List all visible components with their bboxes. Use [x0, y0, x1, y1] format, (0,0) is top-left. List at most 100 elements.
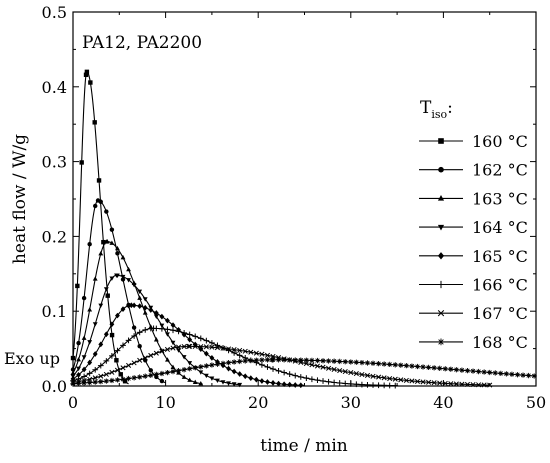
- data-point: [437, 380, 443, 386]
- data-point: [337, 358, 343, 365]
- data-point: [453, 367, 460, 373]
- data-point: [487, 369, 493, 376]
- data-point: [387, 375, 393, 382]
- data-point: [164, 346, 171, 353]
- data-point: [131, 283, 137, 288]
- legend-label: 164 °C: [472, 218, 528, 237]
- x-tick-label: 10: [155, 393, 175, 412]
- y-tick-label: 0.4: [42, 78, 67, 97]
- data-point: [103, 358, 110, 364]
- data-point: [314, 363, 321, 369]
- data-point: [96, 178, 102, 183]
- data-point-peak: [95, 198, 101, 203]
- data-point-peak: [269, 357, 275, 363]
- data-point: [203, 344, 209, 350]
- data-point: [392, 376, 398, 382]
- data-point: [531, 373, 537, 379]
- data-point: [220, 360, 226, 367]
- data-point: [297, 374, 304, 380]
- data-point: [109, 352, 115, 359]
- data-point: [81, 366, 87, 373]
- legend-item: 165 °C: [419, 247, 528, 266]
- data-point: [286, 371, 293, 378]
- data-point: [187, 366, 193, 372]
- data-point: [142, 304, 148, 311]
- data-point: [165, 317, 170, 324]
- data-point: [153, 310, 159, 316]
- data-point: [148, 368, 153, 373]
- data-point: [209, 355, 215, 361]
- y-axis-label: heat flow / W/g: [10, 134, 30, 264]
- data-point: [92, 276, 98, 281]
- data-point: [409, 378, 415, 384]
- data-point: [314, 377, 321, 384]
- data-point: [105, 293, 110, 298]
- data-point: [248, 349, 254, 355]
- data-point: [331, 366, 337, 373]
- data-point: [92, 366, 99, 373]
- data-point: [387, 361, 393, 368]
- data-point: [103, 331, 109, 338]
- data-point: [370, 360, 376, 366]
- data-point: [186, 331, 193, 338]
- data-point: [281, 357, 287, 363]
- data-point: [137, 289, 143, 294]
- data-point: [170, 340, 176, 346]
- x-tick-label: 40: [433, 393, 453, 412]
- data-point: [520, 372, 526, 378]
- data-point: [192, 333, 199, 340]
- data-point: [170, 327, 176, 334]
- series-line: [72, 345, 490, 386]
- data-point: [148, 372, 154, 378]
- data-point: [181, 355, 187, 360]
- data-point: [275, 367, 282, 374]
- data-point: [181, 329, 187, 336]
- data-point: [292, 372, 299, 379]
- data-point: [270, 380, 276, 386]
- data-point: [187, 336, 193, 343]
- data-point: [292, 357, 298, 363]
- data-point: [98, 250, 104, 256]
- data-point: [231, 359, 237, 365]
- data-point: [203, 350, 209, 357]
- data-point: [153, 371, 159, 378]
- data-point: [237, 371, 243, 377]
- data-point: [498, 370, 504, 377]
- series-4: [70, 273, 243, 388]
- data-point: [259, 357, 265, 363]
- data-point-peak: [150, 325, 157, 332]
- data-point: [325, 378, 332, 385]
- data-point: [242, 373, 248, 380]
- legend-item: 167 °C: [419, 304, 528, 323]
- data-point: [170, 322, 176, 328]
- data-point: [292, 382, 298, 388]
- data-point: [126, 278, 131, 283]
- data-point: [103, 287, 109, 292]
- legend-marker: [437, 280, 445, 289]
- data-point: [98, 378, 104, 385]
- y-tick-label: 0.1: [42, 302, 67, 321]
- data-point: [253, 357, 259, 363]
- data-point: [281, 381, 287, 388]
- data-point: [125, 337, 132, 344]
- data-point: [87, 340, 93, 345]
- data-point: [248, 375, 254, 381]
- data-point: [370, 382, 376, 388]
- data-point: [198, 370, 204, 375]
- data-point: [131, 375, 137, 381]
- data-point: [381, 361, 387, 367]
- data-point: [281, 369, 287, 376]
- data-point: [101, 239, 106, 245]
- data-point: [131, 360, 137, 366]
- data-point: [75, 283, 80, 289]
- data-point: [398, 377, 404, 383]
- data-point: [87, 242, 92, 247]
- data-point: [164, 369, 171, 376]
- annotation-material: PA12, PA2200: [82, 33, 202, 53]
- data-point: [475, 368, 482, 375]
- data-point: [414, 378, 421, 384]
- data-point: [159, 323, 165, 329]
- data-point: [275, 357, 282, 363]
- y-tick-label: 0.5: [42, 3, 67, 22]
- data-point: [192, 379, 198, 385]
